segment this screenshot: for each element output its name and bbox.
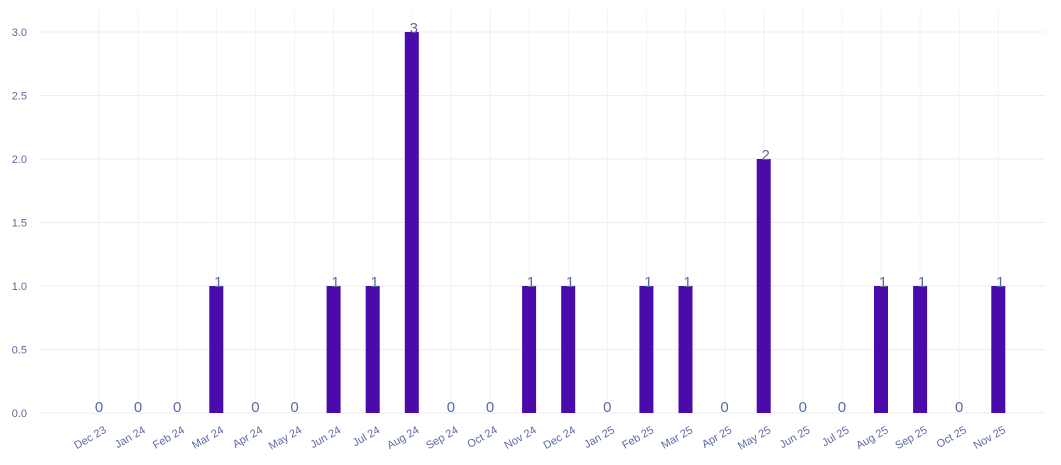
x-tick-label: Oct 25 (935, 424, 969, 451)
x-axis: Dec 23 Jan 24 Feb 24 Mar 24 Apr 24 May 24 Jun … (72, 424, 1007, 452)
bar-value-label: 0 (251, 399, 259, 416)
bar-value-label: 0 (447, 399, 455, 416)
bar-value-label: 3 (410, 20, 418, 37)
x-tick-label: May 25 (736, 424, 773, 452)
bar-value-label: 1 (918, 274, 926, 291)
bar (326, 286, 341, 413)
bar-value-label: 1 (683, 274, 691, 291)
bar-value-label: 1 (566, 274, 574, 291)
x-tick-label: Oct 24 (465, 424, 499, 451)
x-tick-label: May 24 (267, 424, 304, 452)
x-tick-label: Feb 24 (151, 424, 187, 452)
bar (991, 286, 1006, 413)
bar-value-label: 0 (603, 399, 611, 416)
x-tick-label: Mar 25 (659, 424, 695, 452)
bar-value-label: 1 (331, 274, 339, 291)
y-tick-label: 0.0 (12, 408, 27, 420)
bar-value-label: 0 (290, 399, 298, 416)
bar-layer (209, 32, 1006, 413)
bar-value-label: 0 (173, 399, 181, 416)
x-tick-label: Feb 25 (620, 424, 656, 452)
x-tick-label: Jun 25 (778, 424, 813, 451)
grid-layer (40, 10, 1045, 414)
bar (522, 286, 537, 413)
x-tick-label: Sep 25 (893, 424, 929, 452)
x-tick-label: Apr 25 (700, 424, 734, 451)
x-tick-label: Dec 23 (72, 424, 108, 452)
y-tick-label: 2.0 (12, 154, 27, 166)
x-tick-label: Apr 24 (231, 424, 265, 451)
bar-value-label: 1 (371, 274, 379, 291)
bar-value-label: 0 (799, 399, 807, 416)
bar (913, 286, 928, 413)
x-tick-label: Jan 24 (113, 424, 148, 451)
bar-value-label: 1 (527, 274, 535, 291)
bar (678, 286, 693, 413)
bar (756, 159, 771, 413)
data-labels: 0 0 0 1 0 0 1 1 3 0 0 1 1 0 1 1 0 2 0 0 1 1 0 1 (95, 20, 1005, 416)
x-tick-label: Jul 25 (820, 424, 851, 449)
bar (561, 286, 576, 413)
bar (639, 286, 654, 413)
bar-value-label: 2 (762, 147, 770, 164)
bar-value-label: 0 (95, 399, 103, 416)
y-axis: 0.0 0.5 1.0 1.5 2.0 2.5 3.0 (12, 27, 27, 420)
x-tick-label: Sep 24 (424, 424, 460, 452)
x-tick-label: Jan 25 (582, 424, 617, 451)
y-tick-label: 1.5 (12, 218, 27, 230)
bar-value-label: 1 (644, 274, 652, 291)
bar (209, 286, 224, 413)
bar (874, 286, 888, 413)
x-tick-label: Nov 24 (502, 424, 538, 452)
bar (404, 32, 419, 413)
y-tick-label: 2.5 (12, 91, 27, 103)
bar-value-label: 0 (134, 399, 142, 416)
x-tick-label: Aug 24 (385, 424, 421, 452)
x-tick-label: Nov 25 (972, 424, 1008, 452)
bar-value-label: 0 (838, 399, 846, 416)
x-tick-label: Mar 24 (190, 424, 226, 452)
bar-value-label: 1 (996, 274, 1004, 291)
bar-value-label: 0 (486, 399, 494, 416)
y-tick-label: 0.5 (12, 345, 27, 357)
bar-value-label: 0 (955, 399, 963, 416)
y-tick-label: 3.0 (12, 27, 27, 39)
bar-value-label: 1 (879, 274, 887, 291)
bar-value-label: 1 (214, 274, 222, 291)
x-tick-label: Aug 25 (854, 424, 890, 452)
bar (365, 286, 380, 413)
x-tick-label: Dec 24 (542, 424, 578, 452)
bar-value-label: 0 (720, 399, 728, 416)
x-tick-label: Jul 24 (351, 424, 382, 449)
y-tick-label: 1.0 (12, 281, 27, 293)
x-tick-label: Jun 24 (308, 424, 343, 451)
